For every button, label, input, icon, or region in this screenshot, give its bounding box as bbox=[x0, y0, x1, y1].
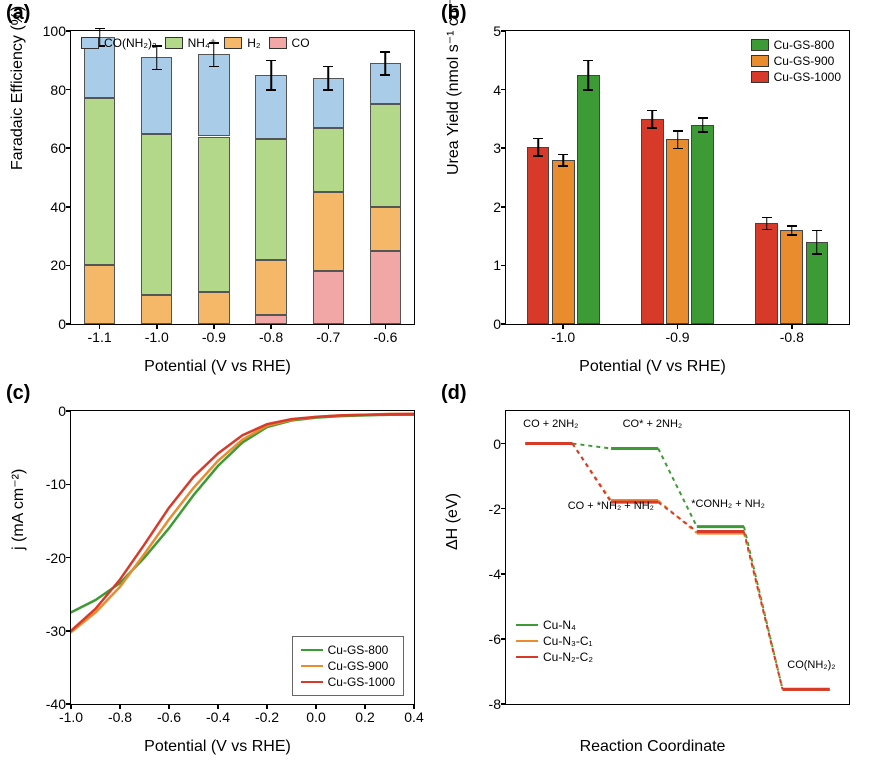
xlabel-d: Reaction Coordinate bbox=[580, 738, 726, 756]
legend-c: Cu-GS-800 Cu-GS-900 Cu-GS-1000 bbox=[292, 636, 404, 696]
bar bbox=[691, 125, 714, 324]
plot-area-a: 020406080100-1.1-1.0-0.9-0.8-0.7-0.6CO(N… bbox=[70, 30, 415, 325]
bar-segment bbox=[255, 315, 286, 324]
bar bbox=[666, 139, 689, 324]
bar bbox=[552, 160, 575, 324]
legend-item: Cu-N₂-C₂ bbox=[516, 650, 593, 664]
plot-area-c: -40-30-20-100-1.0-0.8-0.6-0.4-0.20.00.20… bbox=[70, 410, 415, 705]
legend-item: NH₄⁺ bbox=[165, 36, 217, 50]
bar-segment bbox=[141, 134, 172, 295]
panel-a: (a) Faradaic Efficiency (%) 020406080100… bbox=[0, 0, 435, 380]
ylabel-d: ΔH (eV) bbox=[444, 493, 462, 550]
panel-b: (b) Urea Yield (nmol s⁻¹ cm⁻²) 012345-1.… bbox=[435, 0, 870, 380]
bar bbox=[780, 230, 803, 324]
bar-segment bbox=[313, 192, 344, 271]
bar-segment bbox=[198, 137, 229, 292]
bar bbox=[577, 75, 600, 324]
panel-c: (c) j (mA cm⁻²) -40-30-20-100-1.0-0.8-0.… bbox=[0, 380, 435, 760]
legend-d: Cu-N₄ Cu-N₃-C₁ Cu-N₂-C₂ bbox=[516, 616, 593, 666]
bar bbox=[755, 223, 778, 324]
figure-grid: (a) Faradaic Efficiency (%) 020406080100… bbox=[0, 0, 870, 760]
legend-item: Cu-GS-800 bbox=[751, 38, 841, 52]
legend-item: Cu-GS-1000 bbox=[301, 675, 395, 689]
bar-segment bbox=[255, 139, 286, 259]
panel-label-d: (d) bbox=[441, 382, 467, 405]
bar-segment bbox=[370, 251, 401, 324]
xlabel-a: Potential (V vs RHE) bbox=[144, 358, 291, 376]
panel-label-c: (c) bbox=[6, 382, 30, 405]
ylabel-a: Faradaic Efficiency (%) bbox=[9, 6, 27, 170]
bar-segment bbox=[255, 260, 286, 316]
legend-item: Cu-GS-900 bbox=[301, 659, 395, 673]
bar-segment bbox=[313, 128, 344, 192]
bar-segment bbox=[141, 295, 172, 324]
legend-item: CO(NH₂)₂ bbox=[81, 36, 157, 50]
ylabel-c: j (mA cm⁻²) bbox=[8, 469, 28, 550]
bar-segment bbox=[198, 292, 229, 324]
legend-item: CO bbox=[269, 36, 310, 50]
plot-area-d: -8-6-4-20CO + 2NH₂CO* + 2NH₂CO + *NH₂ + … bbox=[505, 410, 850, 705]
legend-b: Cu-GS-800 Cu-GS-900 Cu-GS-1000 bbox=[751, 36, 841, 86]
xlabel-b: Potential (V vs RHE) bbox=[579, 358, 726, 376]
bar-segment bbox=[370, 104, 401, 207]
bar-segment bbox=[313, 271, 344, 324]
legend-item: Cu-GS-1000 bbox=[751, 70, 841, 84]
bar-segment bbox=[84, 98, 115, 265]
legend-item: Cu-N₃-C₁ bbox=[516, 634, 593, 648]
panel-d: (d) ΔH (eV) -8-6-4-20CO + 2NH₂CO* + 2NH₂… bbox=[435, 380, 870, 760]
bar bbox=[641, 119, 664, 324]
plot-area-b: 012345-1.0-0.9-0.8Cu-GS-800Cu-GS-900Cu-G… bbox=[505, 30, 850, 325]
ylabel-b: Urea Yield (nmol s⁻¹ cm⁻²) bbox=[443, 0, 463, 175]
xlabel-c: Potential (V vs RHE) bbox=[144, 738, 291, 756]
bar bbox=[527, 147, 550, 324]
legend-item: Cu-GS-800 bbox=[301, 643, 395, 657]
bar-segment bbox=[84, 265, 115, 324]
legend-item: Cu-N₄ bbox=[516, 618, 593, 632]
bar-segment bbox=[370, 207, 401, 251]
legend-item: H₂ bbox=[224, 36, 260, 50]
legend-item: Cu-GS-900 bbox=[751, 54, 841, 68]
legend-a: CO(NH₂)₂ NH₄⁺ H₂ CO bbox=[81, 34, 310, 52]
